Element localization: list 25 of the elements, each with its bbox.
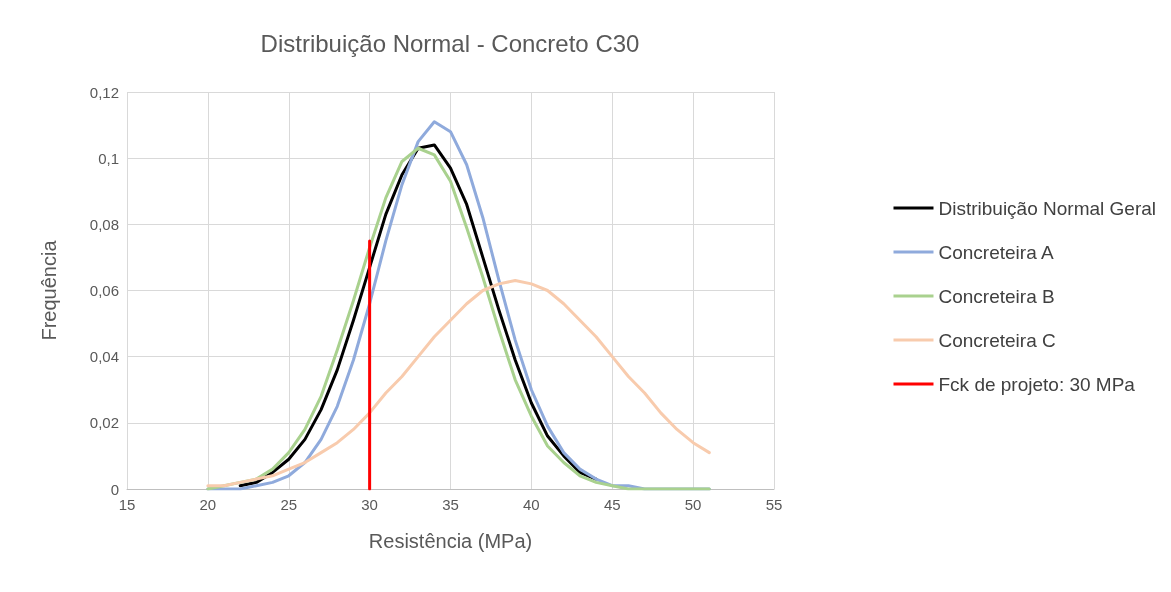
y-axis-title: Frequência — [38, 239, 60, 341]
line-series — [206, 279, 711, 488]
legend-label: Concreteira B — [938, 285, 1055, 307]
x-tick-label: 25 — [280, 496, 298, 513]
y-tick-label: 0,04 — [89, 348, 119, 366]
y-tick-label: 0 — [110, 480, 119, 498]
y-tick-label: 0,06 — [89, 282, 119, 299]
chart-title: Distribuição Normal - Concreto C30 — [260, 29, 640, 57]
x-tick-label: 15 — [118, 496, 136, 513]
y-tick-label: 0,12 — [89, 83, 119, 101]
y-tick-label: 0,08 — [89, 215, 119, 233]
legend-label: Distribuição Normal Geral — [938, 197, 1157, 219]
x-tick-label: 30 — [361, 496, 378, 513]
x-tick-label: 50 — [684, 496, 702, 513]
x-tick-label: 40 — [523, 496, 540, 513]
y-tick-label: 0,02 — [89, 414, 119, 432]
y-tick-label: 0,1 — [98, 149, 119, 167]
legend-label: Concreteira A — [938, 241, 1054, 263]
legend-label: Concreteira C — [938, 329, 1056, 351]
legend-label: Fck de projeto: 30 MPa — [938, 373, 1136, 395]
x-axis-title: Resistência (MPa) — [368, 530, 533, 552]
x-tick-label: 20 — [199, 496, 217, 513]
x-tick-label: 35 — [442, 496, 459, 513]
x-tick-label: 55 — [765, 496, 783, 513]
x-tick-label: 45 — [603, 496, 621, 513]
